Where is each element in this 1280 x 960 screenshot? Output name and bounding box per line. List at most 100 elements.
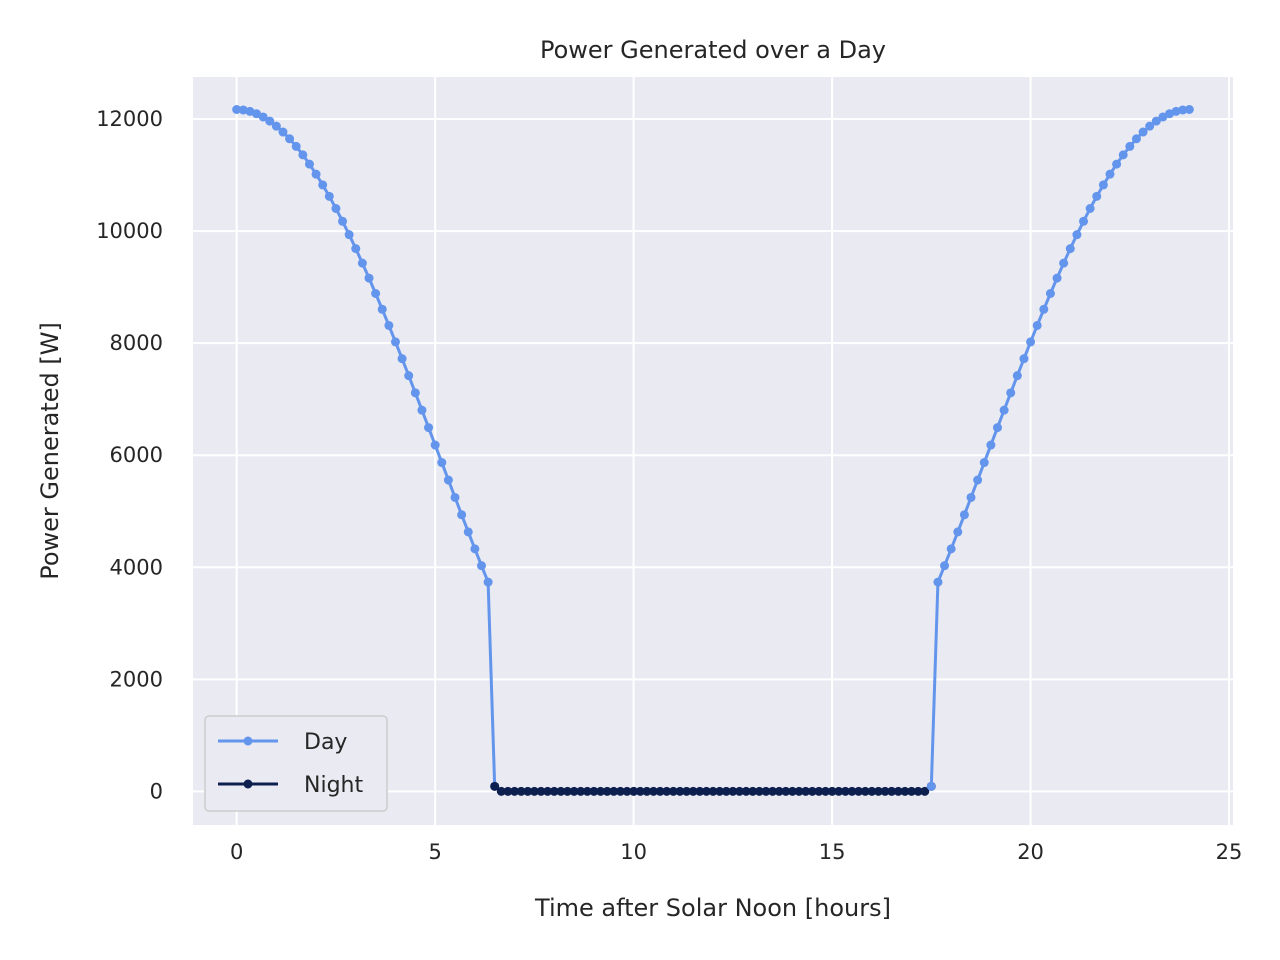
data-point [933,577,943,587]
data-point [787,786,797,796]
data-point [304,159,314,169]
data-point [1178,105,1188,115]
data-point [701,786,711,796]
data-point [821,786,831,796]
y-tick-label: 8000 [110,331,163,355]
data-point [979,458,989,468]
data-point [801,786,811,796]
data-point [430,440,440,450]
y-tick-label: 2000 [110,667,163,691]
x-tick-label: 10 [620,840,647,864]
data-point [490,781,500,791]
data-point [232,105,242,114]
data-point [397,354,407,364]
data-point [1131,134,1141,144]
chart-title: Power Generated over a Day [540,36,886,64]
data-point [503,786,513,796]
data-point [920,786,930,796]
data-point [602,786,612,796]
data-point [443,475,453,485]
series-layer [232,105,1194,796]
data-point [761,786,771,796]
data-point [675,786,685,796]
data-point [986,440,996,450]
data-point [655,786,665,796]
data-point [768,786,778,796]
data-point [774,786,784,796]
data-point [860,786,870,796]
data-point [516,786,526,796]
data-point [715,786,725,796]
series-night [490,781,936,796]
data-point [834,786,844,796]
data-point [642,786,652,796]
legend-item-night: Night [218,773,363,798]
legend: Day Night [204,715,388,812]
data-point [662,786,672,796]
data-point [999,405,1009,415]
data-point [483,577,493,587]
data-point [953,527,963,537]
data-point [814,786,824,796]
data-point [748,786,758,796]
data-point [271,121,281,131]
data-point [629,786,639,796]
data-point [1059,258,1069,268]
data-point [1032,320,1042,330]
x-axis-label: Time after Solar Noon [hours] [534,894,891,922]
data-point [417,405,427,415]
data-point [907,786,917,796]
data-point [496,786,506,796]
plot-area [193,77,1233,825]
data-point [318,180,328,190]
data-point [847,786,857,796]
data-point [887,786,897,796]
data-point [1079,216,1089,226]
data-point [437,458,447,468]
data-point [973,475,983,485]
data-point [424,423,434,433]
data-point [966,492,976,502]
data-point [668,786,678,796]
data-point [1012,371,1022,381]
legend-marker [243,736,253,746]
data-point [596,786,606,796]
series-day [926,105,1194,791]
x-tick-label: 15 [819,840,846,864]
data-point [708,786,718,796]
data-point [258,112,268,122]
data-point [959,510,969,520]
data-point [510,786,520,796]
data-point [1039,304,1049,314]
data-point [278,127,288,137]
data-point [351,244,361,254]
data-point [371,289,381,298]
data-point [635,786,645,796]
data-point [721,786,731,796]
data-point [1151,116,1161,126]
data-point [1092,191,1102,201]
data-point [1112,159,1122,169]
data-point [298,150,308,160]
data-point [741,786,751,796]
data-point [477,561,486,571]
data-point [569,786,579,796]
data-point [781,786,791,796]
data-point [589,786,599,796]
data-point [900,786,910,796]
data-point [735,786,745,796]
data-point [622,786,632,796]
data-point [893,786,903,796]
data-point [682,786,692,796]
data-point [291,141,301,151]
data-point [311,169,321,179]
data-point [880,786,890,796]
grid-lines [193,77,1233,825]
data-point [609,786,619,796]
y-tick-label: 12000 [96,107,163,131]
data-point [529,786,539,796]
data-point [913,786,923,796]
data-point [728,786,738,796]
data-point [615,786,625,796]
